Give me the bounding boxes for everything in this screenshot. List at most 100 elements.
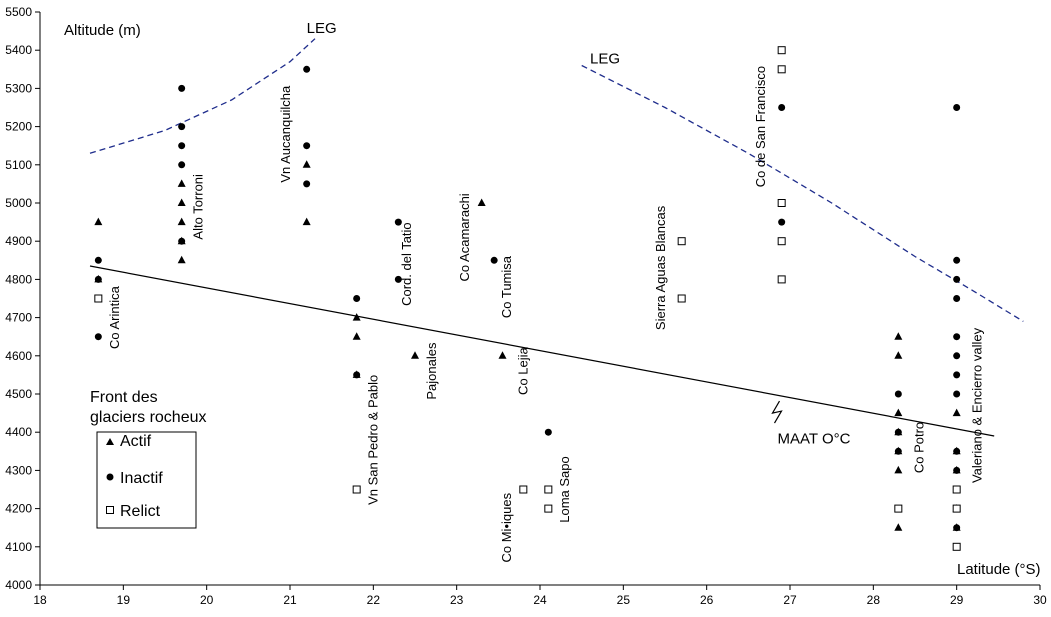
x-tick-label: 30 xyxy=(1033,593,1047,607)
site-label: Alto Torroni xyxy=(191,174,206,240)
leg-curve xyxy=(581,64,1024,322)
marker-inactif xyxy=(94,275,102,283)
y-tick-label: 4400 xyxy=(5,425,32,439)
y-tick-label: 5200 xyxy=(5,120,32,134)
x-tick-label: 29 xyxy=(950,593,964,607)
marker-actif xyxy=(894,408,903,417)
marker-relict xyxy=(352,485,361,494)
legend-marker-actif xyxy=(106,438,114,445)
marker-inactif xyxy=(303,180,311,188)
marker-inactif xyxy=(353,371,361,379)
x-tick-label: 27 xyxy=(783,593,797,607)
marker-inactif xyxy=(94,333,102,341)
marker-inactif xyxy=(490,256,498,264)
x-tick-label: 25 xyxy=(617,593,631,607)
y-tick-label: 5100 xyxy=(5,158,32,172)
marker-actif xyxy=(94,217,103,226)
y-tick-label: 4200 xyxy=(5,502,32,516)
marker-relict xyxy=(544,485,553,494)
marker-actif xyxy=(177,198,186,206)
marker-relict xyxy=(519,485,528,494)
site-labels: Co Arintica Alto Torroni Vn Aucanquilcha Vn… xyxy=(107,66,985,563)
marker-inactif xyxy=(953,466,961,474)
marker-inactif xyxy=(394,275,402,283)
marker-relict xyxy=(952,485,961,494)
marker-actif xyxy=(302,160,311,168)
x-tick-label: 20 xyxy=(200,593,214,607)
marker-inactif xyxy=(953,275,961,283)
marker-inactif xyxy=(953,295,961,302)
marker-inactif xyxy=(303,142,311,150)
maat-line xyxy=(89,265,995,437)
curve-labels: LEG LEG MAAT O°C xyxy=(307,20,851,448)
x-tick-label: 19 xyxy=(117,593,131,607)
site-label: Cord. del Tatio xyxy=(399,222,414,306)
marker-inactif xyxy=(894,447,902,455)
marker-inactif xyxy=(953,447,961,455)
marker-relict xyxy=(777,65,786,74)
x-axis-label: Latitude (°S) xyxy=(957,561,1041,578)
marker-relict xyxy=(952,504,961,513)
trend-lines xyxy=(89,38,1024,437)
x-tick-label: 26 xyxy=(700,593,714,607)
site-label: Co Mi•iques xyxy=(499,492,514,562)
y-tick-label: 5500 xyxy=(5,5,32,19)
tick-labels: 18 19 20 21 22 23 24 25 26 27 28 29 30 4000 4100 4200 43… xyxy=(5,5,1047,607)
marker-inactif xyxy=(953,352,961,360)
y-tick-label: 4700 xyxy=(5,311,32,325)
leg-curve xyxy=(89,38,316,154)
site-label: Co de San Francisco xyxy=(753,66,768,187)
marker-inactif xyxy=(953,256,961,264)
site-label: Valeriano & Encierro valley xyxy=(970,327,985,483)
marker-inactif xyxy=(178,237,186,245)
marker-inactif xyxy=(778,104,786,111)
marker-inactif xyxy=(953,333,961,341)
marker-actif xyxy=(952,408,961,417)
marker-actif xyxy=(498,351,507,359)
marker-actif xyxy=(352,332,361,340)
y-tick-label: 4300 xyxy=(5,463,32,477)
marker-inactif xyxy=(353,295,361,302)
site-label: Co Acamarachi xyxy=(457,193,472,281)
curve-label: LEG xyxy=(307,20,337,37)
legend-title-line-2: glaciers rocheux xyxy=(90,409,207,426)
marker-actif xyxy=(411,351,419,359)
marker-inactif xyxy=(953,390,961,398)
marker-inactif xyxy=(178,84,186,92)
marker-actif xyxy=(894,465,903,474)
maat-pointer xyxy=(771,400,783,424)
x-tick-label: 22 xyxy=(367,593,381,607)
y-tick-label: 4500 xyxy=(5,387,32,401)
marker-relict xyxy=(677,294,686,303)
site-label: Co Potro xyxy=(911,422,926,473)
site-label: Vn Aucanquilcha xyxy=(278,85,293,183)
legend-marker-inactif xyxy=(106,473,114,481)
marker-actif xyxy=(352,313,361,321)
y-tick-label: 5400 xyxy=(5,43,32,57)
marker-inactif xyxy=(894,390,902,398)
marker-inactif xyxy=(178,142,186,150)
marker-relict xyxy=(777,199,786,207)
marker-inactif xyxy=(303,65,311,73)
marker-actif xyxy=(177,255,186,264)
legend-marker-relict xyxy=(106,506,114,514)
marker-relict xyxy=(894,504,903,513)
axes xyxy=(35,11,1041,590)
marker-inactif xyxy=(894,428,902,436)
marker-relict xyxy=(94,294,103,303)
y-tick-label: 5300 xyxy=(5,81,32,95)
site-label: Sierra Aguas Blancas xyxy=(653,205,668,330)
y-axis-label: Altitude (m) xyxy=(64,22,141,39)
site-label: Pajonales xyxy=(424,342,439,400)
site-label: Co Lejia xyxy=(516,346,531,394)
site-label: Loma Sapo xyxy=(557,456,572,523)
legend-label-actif: Actif xyxy=(120,433,152,450)
marker-relict xyxy=(677,237,686,246)
marker-inactif xyxy=(778,218,786,226)
marker-actif xyxy=(894,523,903,531)
legend-label-inactif: Inactif xyxy=(120,470,163,487)
legend-label-relict: Relict xyxy=(120,503,161,520)
x-tick-label: 18 xyxy=(33,593,47,607)
legend: Front des glaciers rocheux Actif Inactif… xyxy=(90,389,207,529)
